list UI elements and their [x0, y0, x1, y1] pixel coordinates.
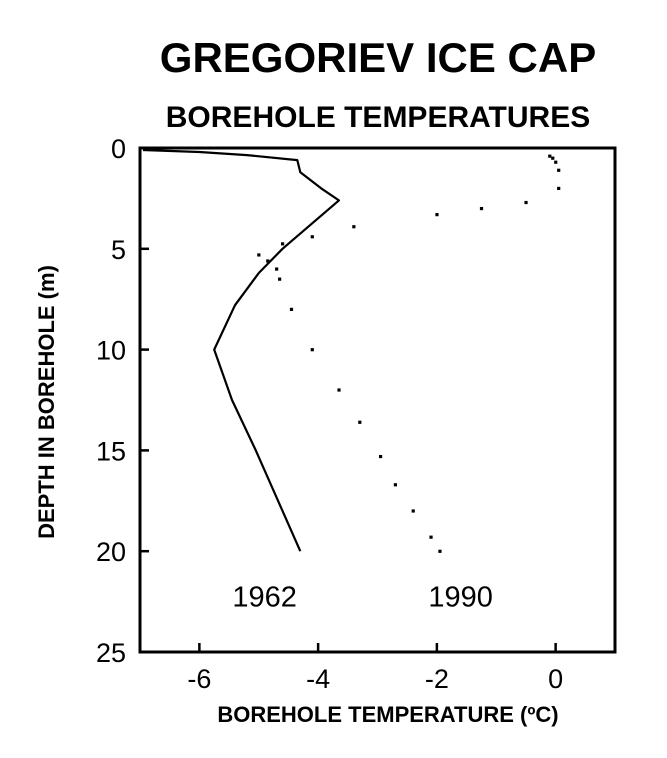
- data-point-1990: [548, 154, 552, 158]
- data-point-1990: [275, 267, 279, 271]
- series-label-1962: 1962: [232, 582, 297, 614]
- data-point-1990: [554, 160, 558, 164]
- x-tick-label: -6: [187, 664, 211, 694]
- y-tick-label: 10: [96, 336, 126, 366]
- data-point-1990: [435, 213, 439, 217]
- x-axis-label: BOREHOLE TEMPERATURE (ºC): [217, 702, 558, 727]
- data-point-1990: [479, 206, 484, 211]
- data-point-1990: [289, 307, 294, 311]
- data-point-1990: [393, 483, 398, 487]
- data-point-1990: [358, 420, 362, 424]
- data-point-1990: [310, 348, 314, 352]
- data-point-1990: [257, 253, 261, 257]
- data-point-1990: [337, 388, 341, 392]
- data-point-1990: [266, 259, 270, 263]
- y-tick-label: 0: [111, 134, 126, 164]
- x-tick-label: -2: [425, 664, 449, 694]
- y-tick-label: 15: [96, 436, 126, 466]
- plot-frame: [138, 146, 617, 654]
- y-tick-label: 20: [96, 537, 126, 567]
- chart-title: GREGORIEV ICE CAP: [160, 34, 596, 81]
- chart-subtitle: BOREHOLE TEMPERATURES: [166, 101, 590, 134]
- data-point-1990: [557, 186, 561, 191]
- data-point-1990: [352, 225, 356, 229]
- data-point-1990: [557, 168, 561, 172]
- series-label-1990: 1990: [428, 582, 493, 614]
- data-point-1990: [378, 454, 383, 459]
- data-point-1990: [310, 235, 314, 239]
- data-point-1990: [429, 535, 433, 539]
- data-point-1990: [524, 200, 528, 205]
- data-point-1990: [438, 549, 442, 553]
- y-axis-label: DEPTH IN BOREHOLE (m): [34, 265, 59, 539]
- data-point-1990: [411, 509, 415, 513]
- data-point-1990: [278, 277, 282, 281]
- plot-area: -6 -4 -2 0 0 5 10 15 20 25 1962 1990: [96, 134, 617, 694]
- y-tick-label: 25: [96, 638, 126, 668]
- data-point-1990: [551, 156, 555, 160]
- x-tick-label: -4: [306, 664, 330, 694]
- series-line-1962: [142, 148, 340, 552]
- y-tick-label: 5: [111, 235, 126, 265]
- x-tick-label: 0: [548, 664, 563, 694]
- data-point-1990: [281, 242, 285, 246]
